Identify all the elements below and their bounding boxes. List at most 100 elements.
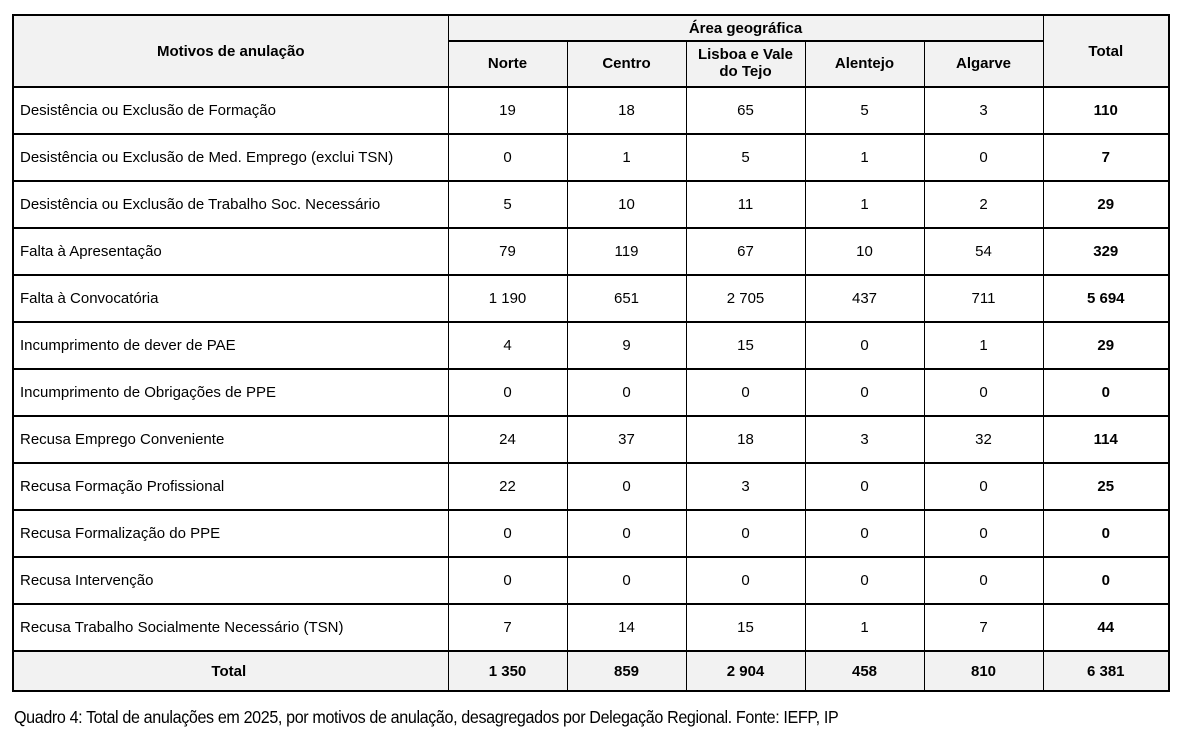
value-cell: 3 [923,86,1044,135]
row-label: Desistência ou Exclusão de Formação [12,86,449,135]
value-cell: 22 [447,462,568,511]
total-row-value-cell: 458 [804,650,925,692]
header-row-regions: Norte Centro Lisboa e Vale do Tejo Alentejo… [13,40,1169,88]
row-label: Falta à Apresentação [12,227,449,276]
value-cell: 0 [566,556,687,605]
row-total-cell: 25 [1042,462,1170,511]
value-cell: 15 [685,603,806,652]
row-label: Desistência ou Exclusão de Trabalho Soc.… [12,180,449,229]
value-cell: 0 [685,509,806,558]
region-header: Norte [447,40,568,88]
row-label: Recusa Formação Profissional [12,462,449,511]
value-cell: 1 [566,133,687,182]
value-cell: 0 [566,462,687,511]
row-total-cell: 5 694 [1042,274,1170,323]
anulacoes-table: Motivos de anulação Área geográfica Tota… [12,14,1171,692]
table-row: Recusa Intervenção 0 0 0 0 0 0 [12,556,1170,605]
value-cell: 0 [447,133,568,182]
region-header: Algarve [923,40,1044,88]
value-cell: 0 [447,509,568,558]
value-cell: 19 [447,86,568,135]
table-row: Desistência ou Exclusão de Trabalho Soc.… [12,180,1170,229]
value-cell: 0 [804,321,925,370]
row-total-cell: 110 [1042,86,1170,135]
table-row: Recusa Emprego Conveniente 24 37 18 3 32 114 [12,415,1170,464]
value-cell: 14 [566,603,687,652]
value-cell: 18 [566,86,687,135]
row-label: Incumprimento de Obrigações de PPE [12,368,449,417]
row-total-cell: 0 [1042,509,1170,558]
value-cell: 0 [923,556,1044,605]
table-row: Falta à Apresentação 79 119 67 10 54 329 [12,227,1170,276]
value-cell: 1 [804,603,925,652]
value-cell: 3 [804,415,925,464]
value-cell: 79 [447,227,568,276]
row-total-cell: 329 [1042,227,1170,276]
row-label: Recusa Emprego Conveniente [12,415,449,464]
value-cell: 0 [566,368,687,417]
value-cell: 9 [566,321,687,370]
grand-total-cell: 6 381 [1042,650,1170,692]
value-cell: 437 [804,274,925,323]
value-cell: 2 705 [685,274,806,323]
value-cell: 10 [804,227,925,276]
total-row-value-cell: 810 [923,650,1044,692]
row-total-cell: 44 [1042,603,1170,652]
header-row-group: Motivos de anulação Área geográfica Tota… [12,14,1170,88]
value-cell: 2 [923,180,1044,229]
total-row-label: Total [12,650,449,692]
region-header: Lisboa e Vale do Tejo [685,40,806,88]
value-cell: 54 [923,227,1044,276]
value-cell: 5 [447,180,568,229]
total-row: Total 1 350 859 2 904 458 810 6 381 [12,650,1170,692]
document-page: Motivos de anulação Área geográfica Tota… [12,14,1171,727]
row-total-cell: 0 [1042,368,1170,417]
row-total-cell: 7 [1042,133,1170,182]
value-cell: 0 [566,509,687,558]
value-cell: 0 [685,556,806,605]
total-column-header: Total [1042,14,1170,88]
table-row: Recusa Formação Profissional 22 0 3 0 0 25 [12,462,1170,511]
value-cell: 0 [923,509,1044,558]
value-cell: 0 [447,556,568,605]
row-label: Desistência ou Exclusão de Med. Emprego … [12,133,449,182]
table-row: Recusa Trabalho Socialmente Necessário (… [12,603,1170,652]
value-cell: 1 [923,321,1044,370]
region-header: Alentejo [804,40,925,88]
region-header: Centro [566,40,687,88]
value-cell: 37 [566,415,687,464]
value-cell: 11 [685,180,806,229]
value-cell: 15 [685,321,806,370]
table-row: Incumprimento de Obrigações de PPE 0 0 0 0 0 0 [12,368,1170,417]
table-row: Desistência ou Exclusão de Med. Emprego … [12,133,1170,182]
group-header-area-geografica: Área geográfica [447,14,1044,42]
total-row-value-cell: 1 350 [447,650,568,692]
row-label: Recusa Formalização do PPE [12,509,449,558]
row-total-cell: 114 [1042,415,1170,464]
value-cell: 0 [923,462,1044,511]
value-cell: 4 [447,321,568,370]
row-label: Incumprimento de dever de PAE [12,321,449,370]
value-cell: 0 [804,462,925,511]
value-cell: 1 [804,180,925,229]
value-cell: 0 [804,509,925,558]
value-cell: 65 [685,86,806,135]
row-label: Recusa Trabalho Socialmente Necessário (… [12,603,449,652]
value-cell: 711 [923,274,1044,323]
value-cell: 0 [923,133,1044,182]
row-label: Falta à Convocatória [12,274,449,323]
value-cell: 1 190 [447,274,568,323]
value-cell: 18 [685,415,806,464]
table-row: Desistência ou Exclusão de Formação 19 18 6… [12,86,1170,135]
value-cell: 119 [566,227,687,276]
value-cell: 0 [804,556,925,605]
value-cell: 0 [923,368,1044,417]
total-row-value-cell: 859 [566,650,687,692]
total-row-value-cell: 2 904 [685,650,806,692]
row-total-cell: 0 [1042,556,1170,605]
value-cell: 7 [923,603,1044,652]
table-row: Incumprimento de dever de PAE 4 9 15 0 1 29 [12,321,1170,370]
value-cell: 67 [685,227,806,276]
value-cell: 7 [447,603,568,652]
value-cell: 3 [685,462,806,511]
